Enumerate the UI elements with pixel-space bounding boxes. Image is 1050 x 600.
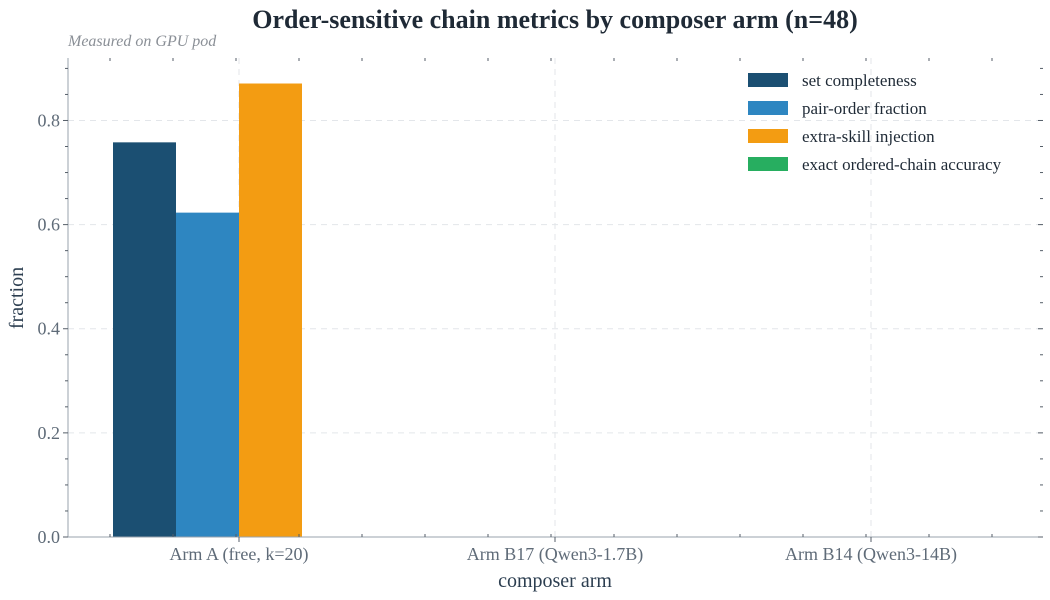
legend-label: exact ordered-chain accuracy xyxy=(802,155,1002,174)
legend-label: set completeness xyxy=(802,71,917,90)
legend-swatch xyxy=(748,157,788,171)
x-tick-label: Arm A (free, k=20) xyxy=(169,544,308,565)
legend-swatch xyxy=(748,73,788,87)
x-tick-label: Arm B17 (Qwen3-1.7B) xyxy=(467,544,643,565)
y-tick-label: 0.6 xyxy=(38,215,61,235)
legend-label: extra-skill injection xyxy=(802,127,935,146)
bars xyxy=(113,83,302,538)
x-axis-label: composer arm xyxy=(498,570,612,592)
x-tick-label: Arm B14 (Qwen3-14B) xyxy=(785,544,957,565)
bar-extra-skill-injection-0 xyxy=(239,83,302,537)
y-tick-label: 0.4 xyxy=(38,319,61,339)
y-tick-label: 0.2 xyxy=(38,423,61,443)
legend-swatch xyxy=(748,129,788,143)
bar-set-completeness-0 xyxy=(113,142,176,538)
chart-title: Order-sensitive chain metrics by compose… xyxy=(252,5,857,34)
y-tick-label: 0.8 xyxy=(38,110,61,130)
y-tick-label: 0.0 xyxy=(38,527,61,547)
chart-subtitle: Measured on GPU pod xyxy=(67,33,217,50)
legend-swatch xyxy=(748,101,788,115)
legend: set completeness pair-order fraction extra… xyxy=(748,71,1002,174)
legend-label: pair-order fraction xyxy=(802,99,927,118)
y-axis-label: fraction xyxy=(6,267,28,329)
bar-pair-order-fraction-0 xyxy=(176,212,239,537)
ticks: 0.0 0.2 0.4 0.6 0.8 Arm A (free, k=20) Arm B17… xyxy=(38,58,1043,565)
